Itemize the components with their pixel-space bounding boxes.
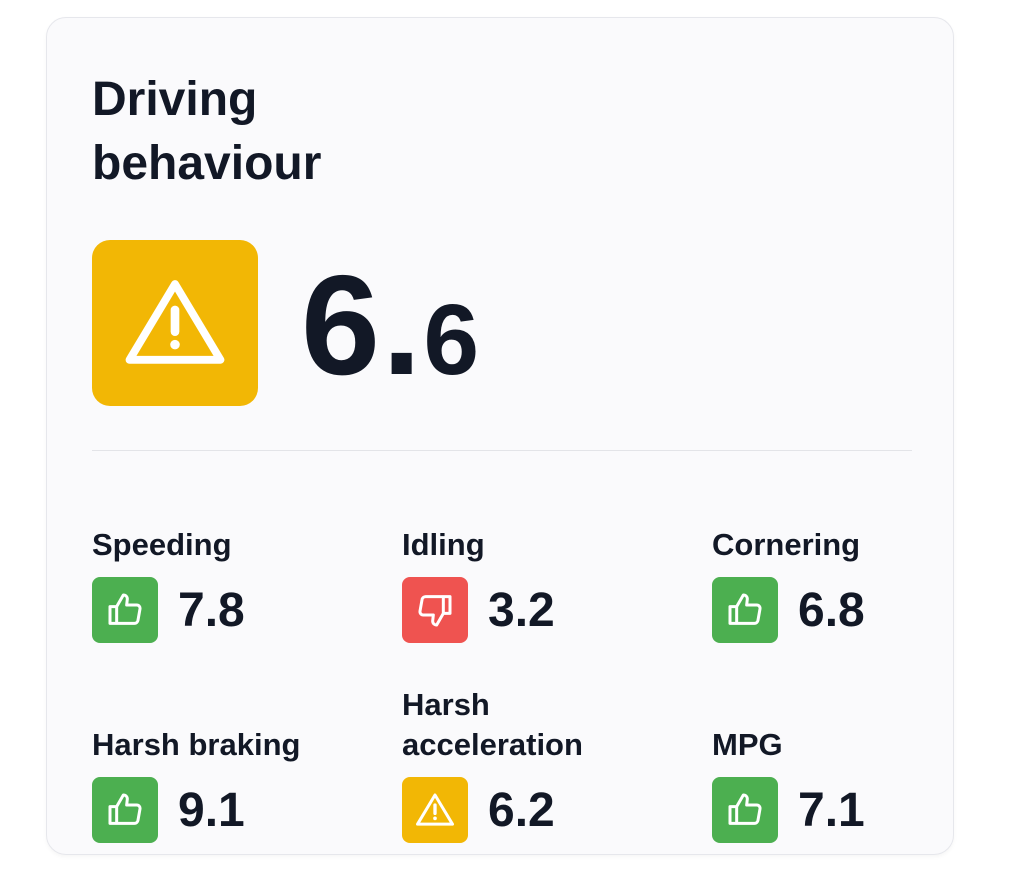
status-glyph <box>125 280 225 364</box>
metric-value: 7.1 <box>798 783 865 837</box>
status-glyph <box>108 793 142 825</box>
metric-row: 3.2 <box>402 577 712 643</box>
metric-label: Harsh braking <box>92 727 301 762</box>
card-title: Driving behaviour <box>92 73 322 190</box>
metric-row: 7.1 <box>712 777 912 843</box>
metric: Idling 3.2 <box>402 493 712 643</box>
metric-value: 3.2 <box>488 583 555 637</box>
metric-label: Cornering <box>712 527 861 562</box>
metrics-grid: Speeding 7.8 Idling 3.2 Cornering 6.8 Harsh br… <box>92 493 912 843</box>
metric-status-icon <box>402 577 468 643</box>
metric-row: 9.1 <box>92 777 402 843</box>
metric-status-icon <box>92 577 158 643</box>
metric: Harsh braking 9.1 <box>92 693 402 843</box>
metric-row: 6.2 <box>402 777 712 843</box>
metric-row: 7.8 <box>92 577 402 643</box>
metric-status-icon <box>712 777 778 843</box>
status-glyph <box>108 593 142 625</box>
status-glyph <box>418 595 452 627</box>
metric: Harsh acceleration 6.2 <box>402 687 712 843</box>
metric: Cornering 6.8 <box>712 493 912 643</box>
metric-status-icon <box>92 777 158 843</box>
metric-value: 6.8 <box>798 583 865 637</box>
metric-status-icon <box>712 577 778 643</box>
metric-status-icon <box>402 777 468 843</box>
divider <box>92 450 912 451</box>
score-status-icon <box>92 240 258 406</box>
status-glyph <box>728 793 762 825</box>
driving-behaviour-card: Driving behaviour 6.6 Speeding 7.8 Idling 3… <box>46 17 954 855</box>
metric-label: Speeding <box>92 527 232 562</box>
metric-label: Harsh acceleration <box>402 687 583 762</box>
metric-value: 6.2 <box>488 783 555 837</box>
metric-value: 7.8 <box>178 583 245 637</box>
metric-row: 6.8 <box>712 577 912 643</box>
metric: Speeding 7.8 <box>92 493 402 643</box>
metric-label: MPG <box>712 727 783 762</box>
metric-label: Idling <box>402 527 485 562</box>
metric: MPG 7.1 <box>712 693 912 843</box>
metric-value: 9.1 <box>178 783 245 837</box>
overall-score: 6.6 <box>301 246 482 405</box>
status-glyph <box>728 593 762 625</box>
status-glyph <box>416 793 454 826</box>
